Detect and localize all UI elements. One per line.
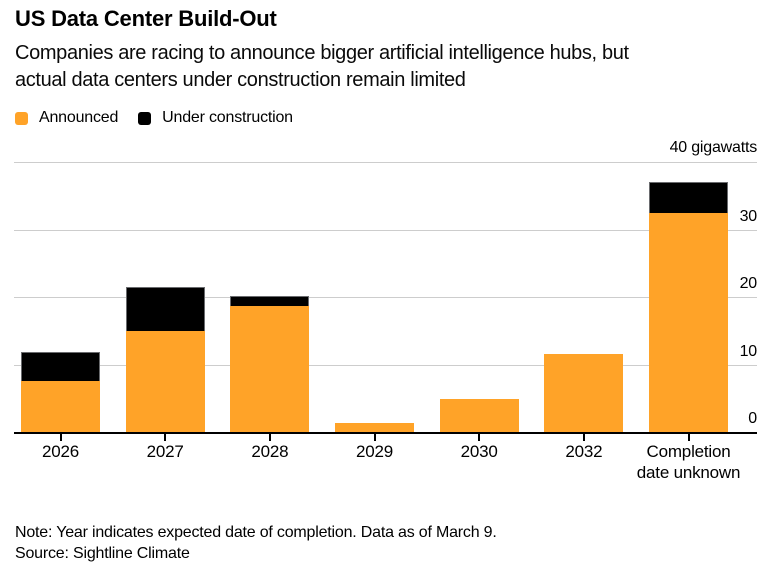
bar-segment-announced: [439, 398, 519, 432]
legend-label-announced: Announced: [39, 109, 119, 126]
bar-2030: [439, 398, 519, 432]
y-axis-unit-label: 40 gigawatts: [669, 139, 758, 156]
source-text: Source: Sightline Climate: [15, 545, 190, 562]
note-text: Note: Year indicates expected date of co…: [15, 524, 497, 541]
chart-area: 40 gigawatts 0 10 20 30 2026 2027 2028 2029 203…: [14, 139, 758, 510]
y-axis-label-20: 20: [739, 275, 758, 292]
bar-segment-announced: [230, 305, 310, 432]
x-axis-label: 2032: [565, 442, 603, 461]
y-axis-label-0: 0: [748, 410, 757, 427]
page-title: US Data Center Build-Out: [15, 6, 277, 31]
x-axis-label: 2030: [460, 442, 498, 461]
chart-plot: 40 gigawatts 0 10 20 30: [14, 139, 758, 441]
legend-item-under-construction: Under construction: [138, 109, 293, 127]
bar-segment-under-construction: [125, 286, 205, 331]
bar-segment-under-construction: [230, 296, 310, 306]
chart-subtitle: Companies are racing to announce bigger …: [15, 40, 761, 94]
x-axis-tick: [164, 434, 167, 441]
y-axis-label-30: 30: [739, 207, 758, 225]
bar-segment-announced: [125, 330, 205, 432]
bar-2028: [230, 296, 310, 432]
announced-swatch-icon: [15, 111, 28, 125]
chart-legend: Announced Under construction: [15, 109, 761, 127]
x-axis-labels: 2026 2027 2028 2029 2030 2032 Completion date …: [14, 434, 757, 510]
x-axis-tick: [687, 434, 690, 441]
y-axis-label-10: 10: [739, 342, 758, 360]
x-axis-tick: [59, 434, 62, 441]
x-axis-label: 2028: [251, 442, 289, 461]
bar-2026: [21, 352, 100, 432]
gridline-30: [14, 229, 757, 231]
bar-segment-under-construction: [649, 182, 729, 213]
chart-header: US Data Center Build-Out Companies are r…: [0, 0, 776, 126]
bar-segment-under-construction: [21, 352, 100, 382]
x-axis-label: 2026: [41, 442, 80, 461]
x-axis-label: Completion date unknown: [636, 442, 741, 482]
gridline-40: [14, 162, 757, 163]
x-axis-tick: [582, 434, 585, 441]
subtitle-line-2: actual data centers under construction r…: [15, 69, 466, 91]
bar-segment-announced: [649, 212, 729, 432]
legend-label-under-construction: Under construction: [162, 109, 293, 126]
chart-footer: Note: Year indicates expected date of co…: [15, 522, 761, 564]
bar-2029: [335, 423, 414, 432]
legend-item-announced: Announced: [15, 109, 118, 127]
bar-completion-date-unknown: [649, 182, 729, 432]
gridline-20: [14, 297, 757, 298]
bar-2027: [125, 286, 205, 432]
x-axis-label: 2027: [146, 442, 184, 461]
x-axis-tick: [478, 434, 481, 441]
bar-2032: [544, 354, 624, 432]
x-axis-tick: [268, 434, 271, 441]
subtitle-line-1: Companies are racing to announce bigger …: [15, 42, 629, 64]
x-axis-tick: [373, 434, 376, 441]
x-axis-label: 2029: [355, 442, 394, 461]
bar-segment-announced: [544, 354, 624, 432]
bar-segment-announced: [21, 381, 100, 432]
bar-segment-announced: [335, 423, 414, 432]
under-construction-swatch-icon: [138, 111, 152, 125]
gridline-10: [14, 364, 757, 366]
